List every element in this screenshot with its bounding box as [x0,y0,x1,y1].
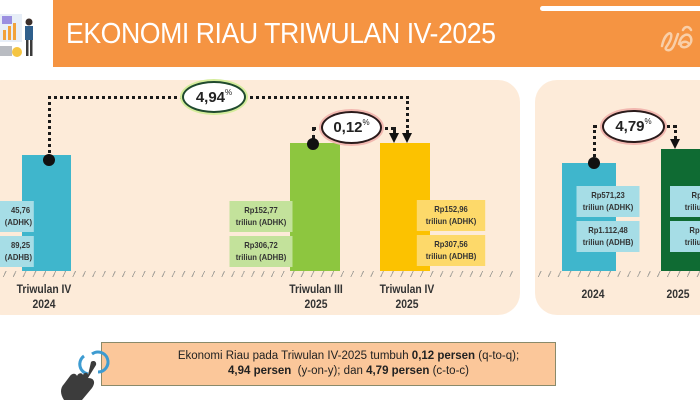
bar-label-q3-2025: Triwulan III 2025 [289,284,343,311]
quarterly-baseline [0,271,515,277]
value-box-adhb-2025: Rp1. triliun [670,221,700,252]
qtq-arrow-icon [389,133,399,143]
yoy-start-dot [43,154,55,166]
yoy-arrow-icon [402,133,412,143]
value-box-adhk-q3-2025: Rp152,77 triliun (ADHK) [229,201,293,232]
quarterly-panel [0,80,520,315]
qtq-connector-line-right [380,127,394,130]
riau-logo-icon [660,25,693,52]
value-box-adhk-2025: Rp5 triliun [670,186,700,217]
value-box-adhb-q3-2025: Rp306,72 triliun (ADHB) [229,236,293,267]
ctc-growth-badge: 4,79% [602,110,665,143]
value-box-adhb-2024: Rp1.112,48 triliun (ADHB) [576,221,640,252]
yoy-connector-line-right [244,96,409,99]
value-box-adhk-2024: Rp571,23 triliun (ADHK) [576,186,640,217]
ctc-connector-left [593,125,596,162]
bar-label-q4-2024: Triwulan IV 2024 [16,284,72,311]
yoy-connector-line-left [48,96,183,99]
yoy-growth-badge: 4,94% [182,81,246,113]
qtq-connector-line-left [313,127,323,130]
qtq-connector-right [393,127,396,134]
annual-baseline [535,271,700,277]
bar-2024 [562,163,616,271]
economy-illustration-icon [0,14,33,57]
qtq-start-dot [307,138,319,150]
bar-label-2024: 2024 [581,289,605,301]
value-box-adhb-q4-2024: 89,25 (ADHB) [0,236,34,267]
header-bar: EKONOMI RIAU TRIWULAN IV-2025 [53,0,700,67]
ctc-connector-right [674,125,677,139]
value-box-adhk-q4-2024: 45,76 (ADHK) [0,201,34,232]
bar-label-q4-2025: Triwulan IV 2025 [379,284,435,311]
page-title: EKONOMI RIAU TRIWULAN IV-2025 [66,18,496,50]
yoy-connector-right [406,96,409,133]
value-box-adhk-q4-2025: Rp152,96 triliun (ADHK) [416,200,486,231]
qtq-growth-badge: 0,12% [321,111,382,144]
summary-line-2: 4,94 persen (y-on-y); dan 4,79 persen (c… [228,365,469,377]
bar-triwulan-iii-2025 [290,143,340,271]
summary-line-1: Ekonomi Riau pada Triwulan IV-2025 tumbu… [177,350,520,362]
ctc-connector-line-left [593,125,605,128]
summary-box: Ekonomi Riau pada Triwulan IV-2025 tumbu… [101,342,556,386]
header-decor-line [540,6,700,11]
tap-hand-icon [61,350,110,400]
ctc-start-dot [588,157,600,169]
bar-label-2025: 2025 [666,289,690,301]
yoy-connector-left [48,96,51,159]
qtq-connector-left [312,127,315,139]
ctc-connector-line-right [662,125,676,128]
ctc-arrow-icon [670,139,680,149]
value-box-adhb-q4-2025: Rp307,56 triliun (ADHB) [416,235,486,266]
